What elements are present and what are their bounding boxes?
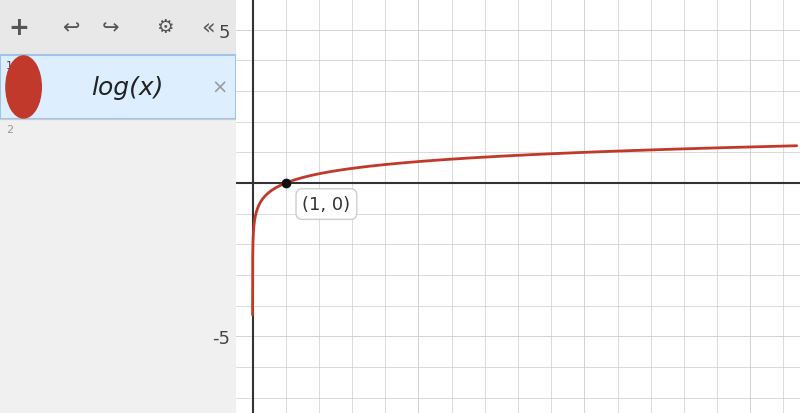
FancyBboxPatch shape: [0, 56, 236, 120]
Text: ×: ×: [211, 78, 228, 97]
Text: 2: 2: [6, 125, 13, 135]
Text: 1: 1: [6, 61, 13, 71]
Circle shape: [6, 57, 42, 119]
Text: ⚙: ⚙: [157, 19, 174, 37]
Text: ↪: ↪: [102, 18, 120, 38]
Text: (1, 0): (1, 0): [302, 196, 350, 214]
Text: +: +: [9, 16, 30, 40]
FancyBboxPatch shape: [0, 0, 236, 56]
Text: ↩: ↩: [62, 18, 79, 38]
Text: log(x): log(x): [91, 76, 164, 100]
Text: N: N: [18, 81, 30, 95]
Text: «: «: [201, 18, 214, 38]
